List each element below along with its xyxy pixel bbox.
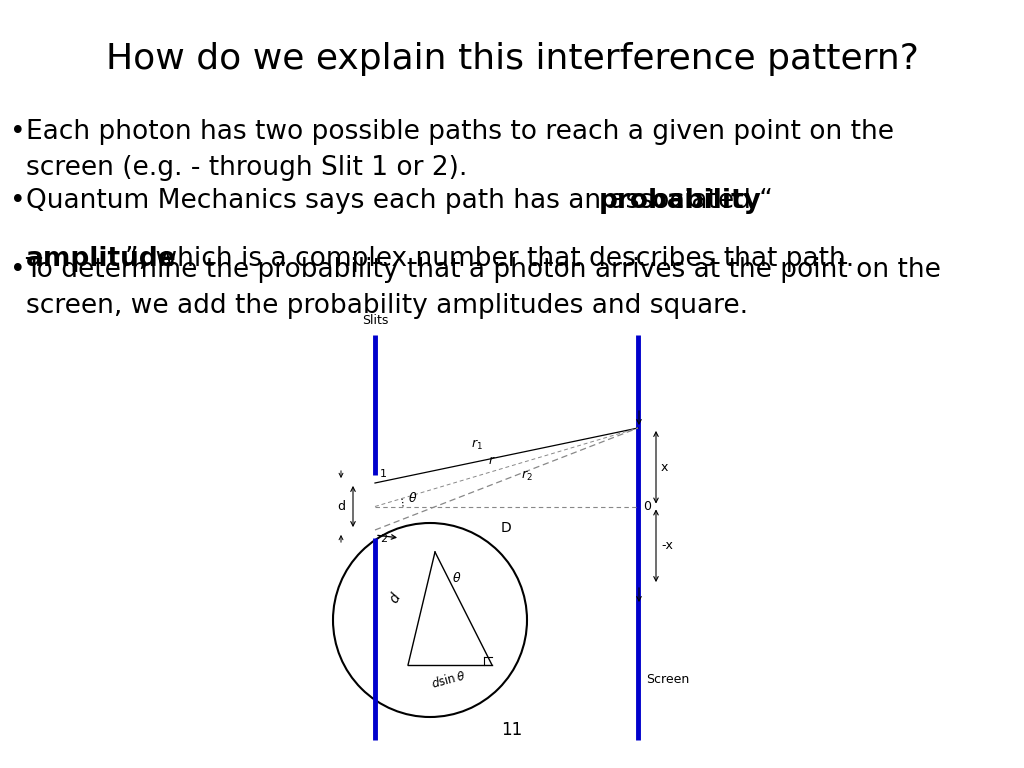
Text: $r_1$: $r_1$: [471, 438, 482, 452]
Text: $r_2$: $r_2$: [520, 469, 532, 483]
Text: $\theta$: $\theta$: [452, 571, 462, 585]
Text: -x: -x: [662, 539, 673, 552]
Text: $\theta$: $\theta$: [408, 491, 418, 505]
Text: x: x: [662, 461, 669, 474]
Text: 0: 0: [643, 500, 651, 513]
Text: Screen: Screen: [646, 673, 689, 686]
Text: Each photon has two possible paths to reach a given point on the
screen (e.g. - : Each photon has two possible paths to re…: [26, 119, 894, 181]
Text: •: •: [10, 188, 26, 214]
Text: D: D: [501, 521, 512, 535]
Text: probability: probability: [599, 188, 762, 214]
Text: d: d: [337, 500, 345, 513]
Text: 2: 2: [380, 534, 387, 544]
Text: How do we explain this interference pattern?: How do we explain this interference patt…: [105, 42, 919, 76]
Text: d: d: [387, 591, 403, 605]
Text: •: •: [10, 257, 26, 283]
Text: $r$: $r$: [487, 454, 496, 467]
Text: ”, which is a complex number that describes that path.: ”, which is a complex number that descri…: [125, 246, 854, 272]
Text: Slits: Slits: [361, 314, 388, 327]
Text: Quantum Mechanics says each path has an associated “: Quantum Mechanics says each path has an …: [26, 188, 772, 214]
Text: amplitude: amplitude: [26, 246, 176, 272]
Text: $d\sin\theta$: $d\sin\theta$: [429, 668, 467, 691]
Text: 11: 11: [502, 721, 522, 739]
Text: To determine the probability that a photon arrives at the point on the
screen, w: To determine the probability that a phot…: [26, 257, 941, 319]
Text: •: •: [10, 119, 26, 145]
Text: 1: 1: [380, 469, 387, 479]
